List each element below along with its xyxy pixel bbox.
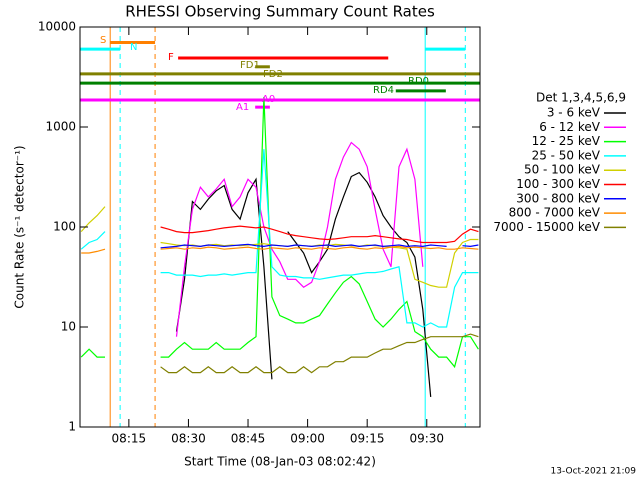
legend-title: Det 1,3,4,5,6,9 [536,91,626,105]
footer: 13-Oct-2021 21:09 [551,467,637,477]
y-tick-label: 10000 [38,20,76,34]
plot-area [80,27,480,427]
y-tick-label: 10 [61,320,76,334]
legend-label: 7000 - 15000 keV [493,220,600,234]
legend-label: 3 - 6 keV [547,106,601,120]
legend-label: 25 - 50 keV [532,148,601,162]
legend-label: 12 - 25 keV [532,134,601,148]
x-tick-label: 08:15 [112,432,147,446]
y-axis-label: Count Rate (s⁻¹ detector⁻¹) [13,145,27,308]
flag-label: F [168,52,174,63]
x-tick-label: 08:30 [171,432,206,446]
flag-label: FD1 [240,60,260,71]
series-line [81,245,479,254]
legend-label: 300 - 800 keV [516,191,600,205]
x-tick-label: 08:45 [231,432,266,446]
series-line [80,96,479,369]
series-line [160,333,479,374]
flag-label: S [100,35,106,46]
flag-label: RD4 [373,85,394,96]
flag-label: A1 [236,102,249,113]
series-line [160,243,479,249]
series-line [160,225,479,244]
legend-label: 50 - 100 keV [524,163,601,177]
x-tick-label: 09:00 [290,432,325,446]
legend-label: 100 - 300 keV [516,177,600,191]
x-axis-label: Start Time (08-Jan-03 08:02:42) [184,455,376,469]
series-line [175,141,424,337]
legend-label: 6 - 12 keV [539,120,601,134]
x-tick-label: 09:15 [350,432,385,446]
series-line [80,149,479,328]
y-tick-label: 1000 [45,120,76,134]
flag-label: RD0 [408,76,429,87]
flag-label: A0 [262,94,275,105]
legend-label: 800 - 7000 keV [509,206,601,220]
x-tick-label: 09:30 [409,432,444,446]
flag-label: FD2 [263,69,283,80]
y-tick-label: 1 [68,420,76,434]
y-tick-label: 100 [53,220,76,234]
flag-label: N [130,42,137,53]
series-line [175,171,432,397]
chart-title: RHESSI Observing Summary Count Rates [125,3,435,21]
